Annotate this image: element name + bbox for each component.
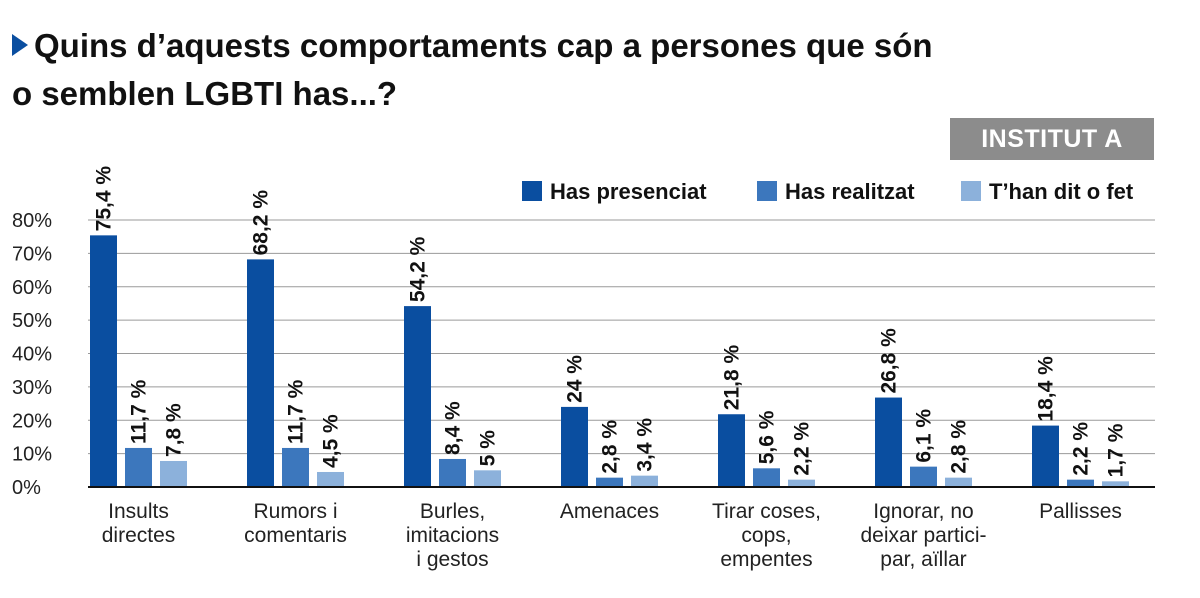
y-tick-label: 80% [12,210,52,232]
bar-presenciat [404,306,431,487]
category-label: Burles, imitacions i gestos [406,500,499,571]
data-label: 11,7 % [128,379,151,444]
data-label: 4,5 % [320,414,343,468]
legend-swatch-fet [961,181,981,201]
y-tick-label: 0% [12,477,41,499]
legend-label: Has presenciat [550,179,707,204]
bar-fet [1102,481,1129,487]
bar-fet [631,475,658,487]
category-label: Insults directes [102,500,176,547]
bar-realitzat [910,466,937,487]
institut-badge: INSTITUT A [950,118,1154,160]
data-label: 2,2 % [1070,422,1093,476]
bar-fet [945,477,972,487]
y-tick-label: 70% [12,243,52,265]
category-label: Ignorar, no deixar partici-par, aïllar [860,500,986,571]
legend-label: T’han dit o fet [989,179,1134,204]
data-label: 18,4 % [1035,356,1058,422]
data-label: 26,8 % [878,328,901,394]
data-label: 1,7 % [1105,423,1128,477]
legend-label: Has realitzat [785,179,915,204]
bar-realitzat [282,447,309,487]
bar-fet [317,471,344,487]
data-label: 11,7 % [285,379,308,444]
bar-realitzat [439,458,466,487]
title-line-2: o semblen LGBTI has...? [12,75,398,112]
data-label: 2,2 % [791,422,814,476]
title-triangle-icon [12,34,28,57]
bar-presenciat [247,259,274,487]
bar-presenciat [875,397,902,487]
category-label: Amenaces [560,500,659,523]
bar-realitzat [753,468,780,487]
bar-presenciat [561,406,588,487]
data-label: 2,8 % [948,420,971,474]
y-tick-label: 10% [12,444,52,466]
data-label: 5,6 % [756,410,779,464]
bar-fet [160,460,187,487]
title-line-1: Quins d’aquests comportaments cap a pers… [12,22,933,70]
bar-presenciat [90,235,117,487]
bar-presenciat [718,414,745,487]
data-label: 24 % [564,355,587,403]
data-label: 21,8 % [721,345,744,411]
data-label: 54,2 % [407,236,430,302]
data-label: 8,4 % [442,401,465,455]
y-tick-label: 40% [12,344,52,366]
category-label: Tirar coses, cops, empentes [712,500,821,571]
bar-fet [474,470,501,487]
y-tick-label: 20% [12,410,52,432]
chart-title: Quins d’aquests comportaments cap a pers… [12,22,933,118]
data-label: 68,2 % [250,190,273,256]
bar-presenciat [1032,425,1059,487]
y-tick-label: 30% [12,377,52,399]
category-label: Pallisses [1039,500,1122,523]
y-tick-label: 50% [12,310,52,332]
bar-fet [788,479,815,487]
data-label: 5 % [477,430,500,467]
category-label: Rumors i comentaris [244,500,347,547]
legend-swatch-presenciat [522,181,542,201]
y-tick-label: 60% [12,277,52,299]
data-label: 2,8 % [599,420,622,474]
data-label: 3,4 % [634,418,657,472]
legend-swatch-realitzat [757,181,777,201]
bar-realitzat [1067,479,1094,487]
bar-realitzat [596,477,623,487]
data-label: 75,4 % [93,166,116,232]
data-label: 6,1 % [913,409,936,463]
data-label: 7,8 % [163,403,186,457]
bar-realitzat [125,447,152,487]
